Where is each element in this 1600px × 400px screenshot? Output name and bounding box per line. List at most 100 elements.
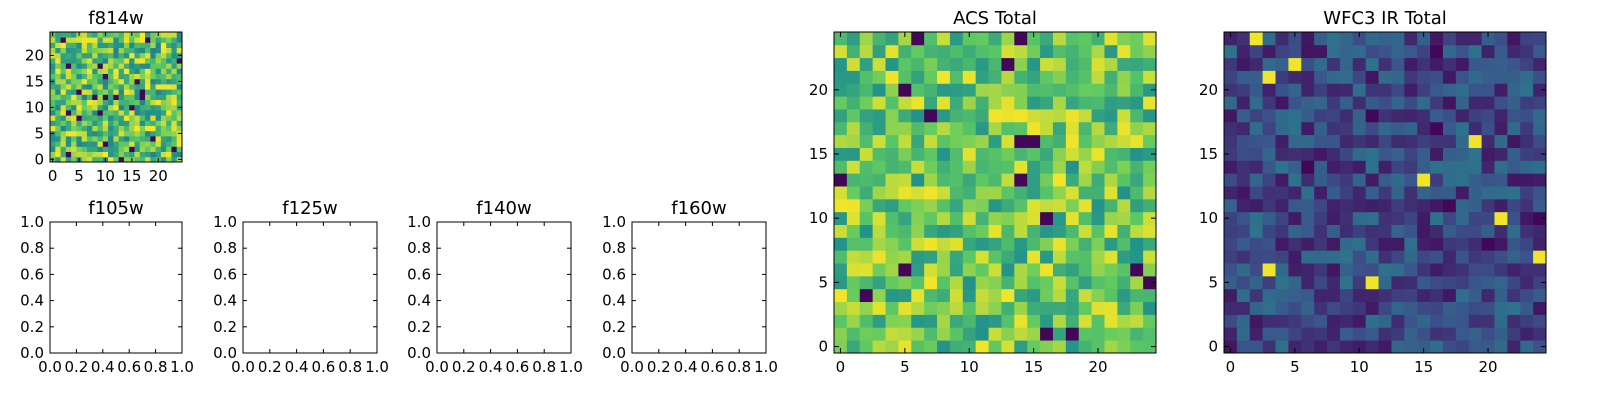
heatmap-cell	[859, 275, 874, 290]
heatmap-cell	[962, 32, 977, 46]
heatmap-cell	[1301, 314, 1315, 328]
heatmap-cell	[1078, 121, 1092, 136]
heatmap-cell	[166, 94, 172, 100]
heatmap-cell	[1249, 147, 1264, 161]
heatmap-cell	[1468, 237, 1482, 251]
heatmap-cell	[118, 156, 125, 163]
heatmap-cell	[1236, 83, 1251, 97]
heatmap-cell	[949, 224, 964, 238]
heatmap-cell	[1301, 327, 1315, 341]
heatmap-cell	[1275, 134, 1289, 148]
heatmap-cell	[166, 73, 172, 80]
heatmap-cell	[1339, 109, 1354, 123]
heatmap-cell	[97, 94, 104, 100]
heatmap-cell	[92, 125, 98, 132]
heatmap-cell	[1288, 250, 1302, 264]
heatmap-cell	[97, 52, 104, 59]
heatmap-cell	[1430, 44, 1444, 59]
heatmap-cell	[1481, 70, 1495, 84]
heatmap-cell	[975, 211, 989, 225]
heatmap-cell	[139, 141, 146, 147]
heatmap-cell	[123, 94, 130, 100]
heatmap-cell	[81, 47, 88, 54]
heatmap-cell	[885, 263, 899, 277]
heatmap-cell	[1117, 327, 1131, 341]
heatmap-cell	[1365, 301, 1379, 315]
heatmap-cell	[1442, 186, 1457, 200]
heatmap-cell	[846, 173, 861, 187]
heatmap-cell	[155, 115, 162, 121]
heatmap-cell	[92, 94, 98, 100]
heatmap-cell	[1339, 186, 1354, 200]
heatmap-cell	[166, 141, 172, 147]
heatmap-cell	[898, 32, 912, 46]
heatmap-cell	[1365, 109, 1379, 123]
heatmap-cell	[1091, 57, 1105, 71]
heatmap-cell	[872, 134, 886, 148]
heatmap-cell	[1249, 211, 1264, 225]
heatmap-cell	[171, 151, 178, 158]
heatmap-cell	[113, 136, 120, 142]
heatmap-cell	[1027, 134, 1041, 148]
heatmap-cell	[1520, 147, 1534, 161]
heatmap-cell	[134, 42, 141, 48]
heatmap-cell	[846, 314, 861, 328]
heatmap-cell	[1288, 83, 1302, 97]
heatmap-cell	[1378, 327, 1392, 341]
heatmap-cell	[55, 99, 61, 106]
heatmap-cell	[1091, 83, 1105, 97]
heatmap-cell	[108, 104, 114, 111]
heatmap-cell	[55, 136, 61, 142]
heatmap-cell	[1091, 44, 1105, 59]
heatmap-cell	[166, 58, 172, 64]
heatmap-cell	[1052, 32, 1067, 46]
heatmap-cell	[834, 173, 848, 187]
heatmap-cell	[171, 68, 178, 74]
heatmap-cell	[1391, 160, 1405, 174]
heatmap-cell	[1391, 44, 1405, 59]
heatmap-cell	[1365, 121, 1379, 136]
heatmap-cell	[1014, 70, 1028, 84]
heatmap-cell	[1236, 70, 1251, 84]
heatmap-cell	[92, 89, 98, 95]
heatmap-cell	[129, 125, 135, 132]
heatmap-cell	[97, 42, 104, 48]
heatmap-cell	[1417, 198, 1431, 213]
heatmap-cell	[92, 130, 98, 137]
heatmap-cell	[846, 32, 861, 46]
heatmap-cell	[86, 115, 93, 121]
heatmap-cell	[113, 63, 120, 69]
heatmap-cell	[949, 250, 964, 264]
heatmap-cell	[1052, 121, 1067, 136]
heatmap-cell	[1327, 44, 1341, 59]
heatmap-cell	[1327, 70, 1341, 84]
heatmap-cell	[81, 63, 88, 69]
heatmap-cell	[1481, 83, 1495, 97]
heatmap-cell	[113, 94, 120, 100]
heatmap-cell	[898, 263, 912, 277]
heatmap-cell	[92, 146, 98, 152]
heatmap-cell	[1455, 250, 1470, 264]
heatmap-cell	[1224, 173, 1238, 187]
heatmap-cell	[1014, 275, 1028, 290]
heatmap-cell	[55, 52, 61, 59]
heatmap-cell	[1224, 301, 1238, 315]
heatmap-cell	[1065, 44, 1080, 59]
heatmap-cell	[150, 78, 156, 85]
heatmap-cell	[123, 110, 130, 116]
heatmap-cell	[1027, 314, 1041, 328]
heatmap-cell	[1339, 96, 1354, 110]
heatmap-cell	[60, 73, 67, 80]
heatmap-cell	[150, 136, 156, 142]
heatmap-cell	[150, 125, 156, 132]
heatmap-cell	[846, 57, 861, 71]
heatmap-cell	[76, 37, 83, 43]
heatmap-cell	[1027, 301, 1041, 315]
heatmap-cell	[1378, 186, 1392, 200]
heatmap-cell	[1494, 121, 1508, 136]
heatmap-cell	[1117, 109, 1131, 123]
heatmap-cell	[962, 237, 977, 251]
heatmap-cell	[1104, 173, 1118, 187]
heatmap-cell	[1288, 32, 1302, 46]
